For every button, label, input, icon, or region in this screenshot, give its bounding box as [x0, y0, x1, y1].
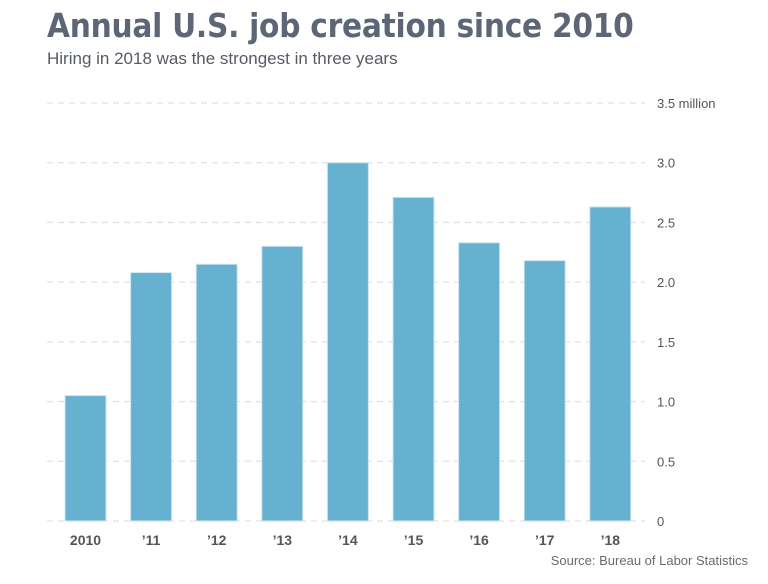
- bar-14: [326, 162, 369, 522]
- x-tick-label: ’15: [404, 532, 424, 548]
- y-axis-ticks: 0 0.5 1.0 1.5 2.0 2.5 3.0 3.5 million: [657, 96, 716, 529]
- bar-12: [195, 263, 238, 522]
- y-tick-label: 3.5 million: [657, 96, 716, 111]
- x-tick-label: ’14: [338, 532, 358, 548]
- bars: [64, 162, 632, 522]
- y-tick-label: 1.0: [657, 395, 675, 410]
- bar-2010: [64, 395, 107, 522]
- x-tick-label: 2010: [70, 532, 101, 548]
- y-tick-label: 0: [657, 514, 664, 529]
- source-note: Source: Bureau of Labor Statistics: [550, 553, 748, 568]
- bar-13: [261, 245, 304, 522]
- bar-18: [589, 206, 632, 522]
- x-tick-label: ’12: [207, 532, 227, 548]
- x-tick-label: ’13: [273, 532, 293, 548]
- chart-title: Annual U.S. job creation since 2010: [47, 6, 634, 45]
- x-tick-label: ’17: [535, 532, 555, 548]
- y-tick-label: 3.0: [657, 156, 675, 171]
- y-tick-label: 1.5: [657, 335, 675, 350]
- bar-17: [523, 260, 566, 522]
- x-tick-label: ’18: [601, 532, 621, 548]
- y-tick-label: 2.0: [657, 275, 675, 290]
- bar-16: [458, 242, 501, 522]
- x-tick-label: ’11: [142, 532, 161, 548]
- y-tick-label: 0.5: [657, 454, 675, 469]
- bar-11: [130, 272, 173, 522]
- bar-15: [392, 196, 435, 522]
- x-axis-ticks: 2010 ’11 ’12 ’13 ’14 ’15 ’16 ’17 ’18: [70, 532, 620, 548]
- y-tick-label: 2.5: [657, 215, 675, 230]
- x-tick-label: ’16: [469, 532, 489, 548]
- chart-subtitle: Hiring in 2018 was the strongest in thre…: [47, 49, 398, 68]
